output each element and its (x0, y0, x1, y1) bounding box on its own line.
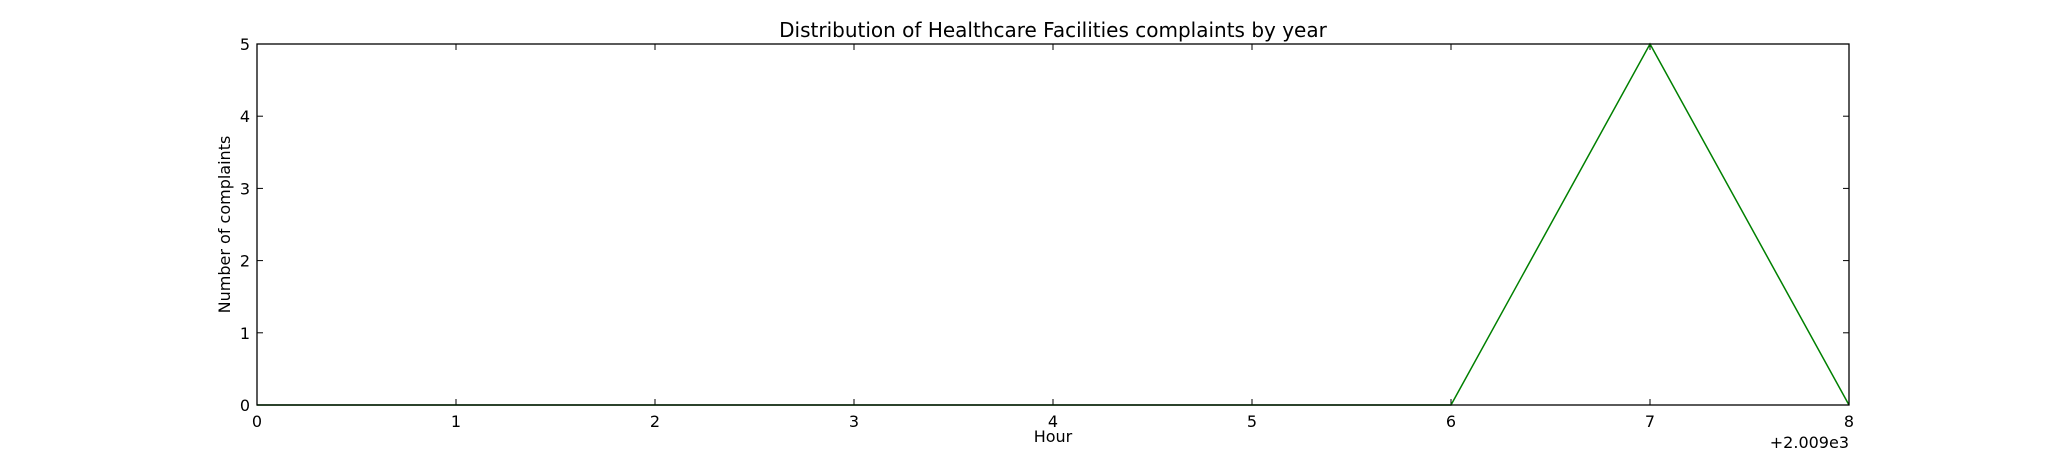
x-tick-label: 5 (1247, 412, 1257, 431)
x-tick-label: 1 (451, 412, 461, 431)
y-tick-label: 1 (240, 324, 250, 343)
x-tick-label: 6 (1446, 412, 1456, 431)
x-axis-offset-label: +2.009e3 (1770, 433, 1849, 450)
y-tick-label: 5 (240, 35, 250, 54)
x-tick-label: 0 (252, 412, 262, 431)
plot-frame (256, 43, 1850, 406)
series-line (257, 42, 1850, 406)
y-tick-label: 0 (240, 396, 250, 415)
y-axis-label: Number of complaints (215, 136, 234, 314)
x-tick-label: 8 (1844, 412, 1854, 431)
y-tick-label: 3 (240, 179, 250, 198)
y-tick-label: 4 (240, 107, 250, 126)
x-tick-label: 7 (1645, 412, 1655, 431)
series-layer (257, 42, 1850, 406)
x-tick-label: 3 (849, 412, 859, 431)
x-axis-label: Hour (1034, 427, 1073, 446)
chart-title: Distribution of Healthcare Facilities co… (779, 18, 1327, 42)
x-tick-label: 4 (1048, 412, 1058, 431)
axis-ticks: 0 1 2 3 4 5 6 7 8 0 1 2 3 4 5 (240, 35, 1854, 431)
x-tick-label: 2 (650, 412, 660, 431)
y-tick-label: 2 (240, 252, 250, 271)
